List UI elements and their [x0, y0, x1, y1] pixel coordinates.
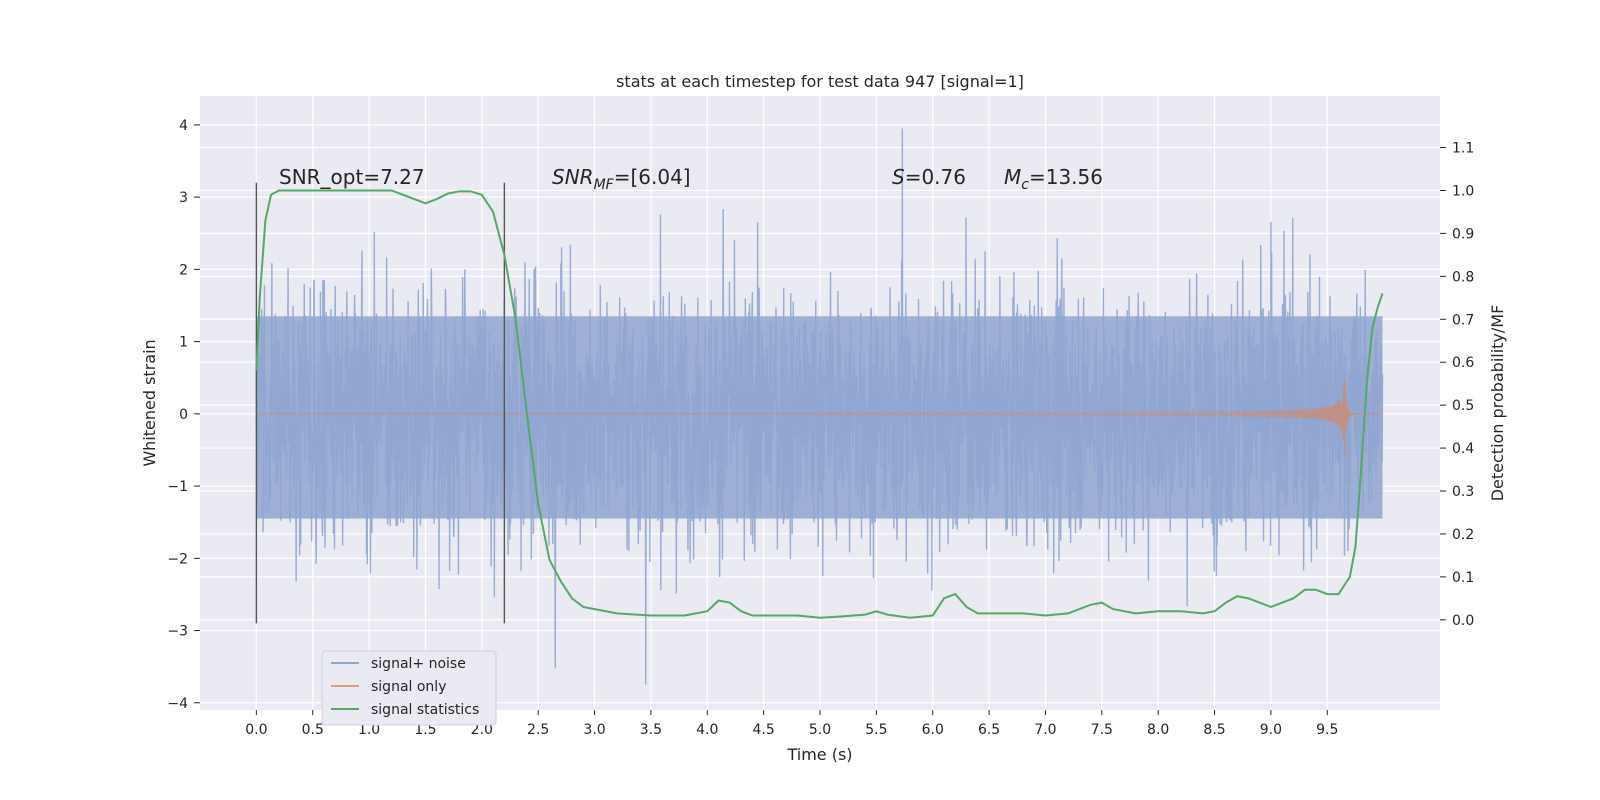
- y-tick-label: 1: [179, 335, 188, 351]
- y2-axis-label: Detection probability/MF: [1488, 305, 1507, 502]
- x-tick-label: 5.5: [865, 722, 887, 738]
- x-tick-label: 8.5: [1203, 722, 1225, 738]
- y2-tick-label: 0.1: [1452, 570, 1474, 586]
- y2-tick-labels: 1.1 1.0 0.9 0.8 0.7 0.6 0.5 0.4 0.3 0.2 0.1 0.0: [1440, 141, 1474, 629]
- x-tick-label: 0.0: [245, 722, 267, 738]
- x-tick-label: 7.0: [1034, 722, 1056, 738]
- x-tick-label: 2.5: [527, 722, 549, 738]
- s-annotation: S=0.76: [892, 165, 966, 189]
- legend-box: [321, 650, 497, 726]
- signal-only-line: [256, 379, 1383, 458]
- signal-noise-core: [256, 316, 1383, 519]
- legend-label-stat: signal statistics: [371, 702, 479, 718]
- y2-tick-label: 1.1: [1452, 141, 1474, 157]
- x-tick-label: 9.5: [1316, 722, 1338, 738]
- y-tick-label: −4: [167, 696, 188, 712]
- x-tick-label: 6.0: [922, 722, 944, 738]
- y2-tick-label: 0.0: [1452, 613, 1474, 629]
- snr-opt-annotation: SNR_opt=7.27: [279, 165, 425, 189]
- x-tick-label: 1.5: [414, 722, 436, 738]
- y-tick-label: −1: [167, 479, 188, 495]
- x-tick-label: 5.0: [809, 722, 831, 738]
- y2-tick-label: 0.9: [1452, 226, 1474, 242]
- x-tick-label: 2.0: [471, 722, 493, 738]
- chart-title: stats at each timestep for test data 947…: [616, 72, 1024, 91]
- y-tick-label: 4: [179, 118, 188, 134]
- x-tick-label: 8.0: [1147, 722, 1169, 738]
- y2-tick-label: 0.4: [1452, 441, 1474, 457]
- x-tick-label: 3.0: [583, 722, 605, 738]
- y2-tick-label: 1.0: [1452, 183, 1474, 199]
- y2-tick-label: 0.8: [1452, 269, 1474, 285]
- x-tick-label: 9.0: [1260, 722, 1282, 738]
- y-tick-label: 3: [179, 190, 188, 206]
- x-tick-label: 4.0: [696, 722, 718, 738]
- y-tick-label: 0: [179, 407, 188, 423]
- legend-label-noise: signal+ noise: [371, 656, 466, 672]
- signal-statistics-line: [255, 189, 1384, 619]
- x-tick-label: 6.5: [978, 722, 1000, 738]
- x-tick-label: 3.5: [640, 722, 662, 738]
- legend-label-signal: signal only: [371, 679, 446, 695]
- mc-annotation: Mc=13.56: [1004, 165, 1103, 193]
- y-tick-label: 2: [179, 262, 188, 278]
- x-tick-label: 1.0: [358, 722, 380, 738]
- snr-mf-annotation: SNRMF=[6.04]: [552, 165, 691, 193]
- x-tick-label: 4.5: [753, 722, 775, 738]
- y-axis-label: Whitened strain: [140, 339, 159, 466]
- x-axis-label: Time (s): [786, 745, 852, 764]
- x-tick-label: 0.5: [302, 722, 324, 738]
- y2-tick-label: 0.2: [1452, 527, 1474, 543]
- signal-noise-series: [255, 128, 1384, 685]
- x-tick-label: 7.5: [1091, 722, 1113, 738]
- y2-tick-label: 0.5: [1452, 398, 1474, 414]
- y-tick-labels: 4 3 2 1 0 −1 −2 −3 −4: [167, 118, 200, 712]
- y2-tick-label: 0.6: [1452, 355, 1474, 371]
- y-tick-label: −3: [167, 624, 188, 640]
- x-tick-labels: 0.0 0.5 1.0 1.5 2.0 2.5 3.0 3.5 4.0 4.5 5.0 5.5 6.0 6…: [245, 710, 1338, 738]
- legend: signal+ noise signal only signal statist…: [321, 650, 497, 726]
- y2-tick-label: 0.7: [1452, 312, 1474, 328]
- y2-tick-label: 0.3: [1452, 484, 1474, 500]
- y-tick-label: −2: [167, 551, 188, 567]
